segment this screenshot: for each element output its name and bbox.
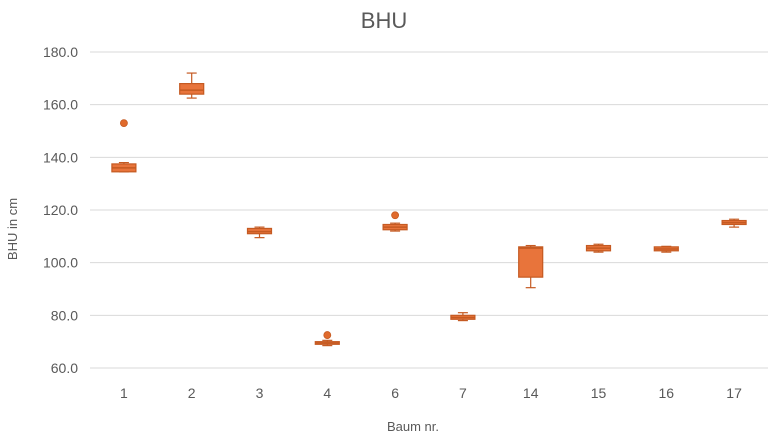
y-axis-ticks: 60.0 80.0 100.0 120.0 140.0 160.0 180.0 [43, 44, 78, 376]
x-tick-label: 2 [188, 385, 196, 401]
y-tick-label: 80.0 [51, 307, 78, 323]
gridlines [90, 51, 768, 369]
y-tick-label: 180.0 [43, 44, 78, 60]
chart-title: BHU [361, 8, 407, 33]
box-iqr [518, 246, 544, 278]
outlier-point [120, 119, 128, 127]
box-3 [246, 226, 273, 239]
box-17 [721, 218, 747, 228]
box-6 [382, 211, 408, 232]
x-tick-label: 15 [591, 385, 607, 401]
box-iqr [179, 82, 205, 95]
y-tick-label: 120.0 [43, 202, 78, 218]
box-16 [653, 245, 679, 253]
x-axis-ticks: 1 2 3 4 6 7 14 15 16 17 [120, 385, 742, 401]
boxes [111, 72, 747, 347]
y-axis-label: BHU in cm [5, 198, 20, 260]
x-axis-label: Baum nr. [387, 419, 439, 434]
x-tick-label: 7 [459, 385, 467, 401]
y-tick-label: 140.0 [43, 149, 78, 165]
y-tick-label: 60.0 [51, 360, 78, 376]
box-15 [585, 243, 612, 253]
y-tick-label: 100.0 [43, 255, 78, 271]
box-1 [111, 119, 137, 173]
box-2 [179, 72, 205, 99]
x-tick-label: 6 [391, 385, 399, 401]
x-tick-label: 4 [323, 385, 331, 401]
outlier-point [391, 211, 400, 220]
x-tick-label: 16 [659, 385, 675, 401]
outlier-point [323, 331, 332, 339]
y-tick-label: 160.0 [43, 97, 78, 113]
x-tick-label: 14 [523, 385, 539, 401]
x-tick-label: 1 [120, 385, 128, 401]
x-tick-label: 3 [256, 385, 264, 401]
x-tick-label: 17 [726, 385, 742, 401]
box-7 [450, 312, 476, 322]
box-4 [314, 331, 340, 347]
box-14 [518, 244, 544, 289]
